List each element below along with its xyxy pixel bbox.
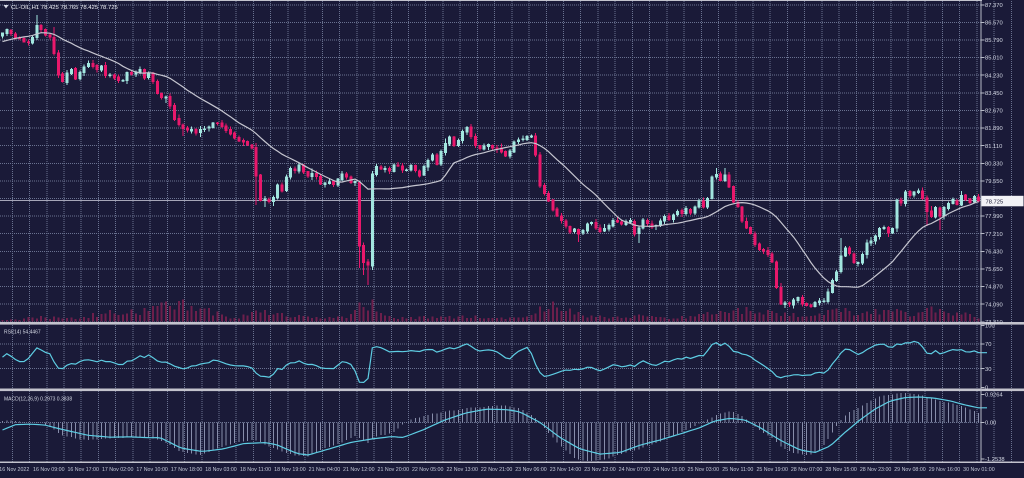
svg-text:80.330: 80.330 xyxy=(985,161,1003,167)
svg-text:23 Nov 22:00: 23 Nov 22:00 xyxy=(584,467,616,473)
svg-text:83.450: 83.450 xyxy=(985,91,1003,97)
svg-text:17 Nov 10:00: 17 Nov 10:00 xyxy=(136,467,168,473)
svg-text:18 Nov 19:00: 18 Nov 19:00 xyxy=(274,467,306,473)
svg-text:24 Nov 15:00: 24 Nov 15:00 xyxy=(653,467,685,473)
svg-text:21 Nov 04:00: 21 Nov 04:00 xyxy=(309,467,341,473)
svg-text:MACD(12,26,9) 0.2973 0.3838: MACD(12,26,9) 0.2973 0.3838 xyxy=(4,397,72,403)
svg-text:18 Nov 03:00: 18 Nov 03:00 xyxy=(205,467,237,473)
svg-text:17 Nov 02:00: 17 Nov 02:00 xyxy=(102,467,134,473)
svg-text:73.310: 73.310 xyxy=(985,320,1003,326)
svg-text:25 Nov 19:00: 25 Nov 19:00 xyxy=(756,467,788,473)
svg-text:RSI(14) 54.4467: RSI(14) 54.4467 xyxy=(4,330,41,336)
svg-text:0: 0 xyxy=(985,385,988,391)
svg-text:23 Nov 14:00: 23 Nov 14:00 xyxy=(550,467,582,473)
svg-text:22 Nov 13:00: 22 Nov 13:00 xyxy=(446,467,478,473)
svg-text:82.670: 82.670 xyxy=(985,109,1003,115)
svg-text:0.9264: 0.9264 xyxy=(985,393,1004,399)
svg-text:85.790: 85.790 xyxy=(985,38,1003,44)
svg-text:30: 30 xyxy=(985,367,991,373)
svg-text:79.550: 79.550 xyxy=(985,179,1003,185)
svg-text:29 Nov 16:00: 29 Nov 16:00 xyxy=(929,467,961,473)
svg-text:78.725: 78.725 xyxy=(986,200,1004,206)
svg-text:0.00: 0.00 xyxy=(985,421,996,427)
svg-text:70: 70 xyxy=(985,342,991,348)
svg-text:21 Nov 20:00: 21 Nov 20:00 xyxy=(378,467,410,473)
svg-text:25 Nov 11:00: 25 Nov 11:00 xyxy=(722,467,753,473)
svg-text:CL-OIL,H1 78.425 78.765 78.425: CL-OIL,H1 78.425 78.765 78.425 78.725 xyxy=(11,5,118,11)
svg-text:77.990: 77.990 xyxy=(985,214,1003,220)
svg-text:24 Nov 07:00: 24 Nov 07:00 xyxy=(619,467,651,473)
svg-text:87.370: 87.370 xyxy=(985,3,1003,9)
svg-text:28 Nov 07:00: 28 Nov 07:00 xyxy=(791,467,823,473)
svg-text:16 Nov 09:00: 16 Nov 09:00 xyxy=(33,467,65,473)
svg-text:21 Nov 12:00: 21 Nov 12:00 xyxy=(343,467,375,473)
svg-text:22 Nov 21:00: 22 Nov 21:00 xyxy=(481,467,513,473)
svg-text:25 Nov 03:00: 25 Nov 03:00 xyxy=(688,467,720,473)
svg-text:28 Nov 15:00: 28 Nov 15:00 xyxy=(825,467,857,473)
svg-text:76.430: 76.430 xyxy=(985,249,1003,255)
svg-text:77.210: 77.210 xyxy=(985,232,1003,238)
svg-text:74.870: 74.870 xyxy=(985,285,1003,291)
svg-text:17 Nov 18:00: 17 Nov 18:00 xyxy=(171,467,203,473)
svg-text:18 Nov 11:00: 18 Nov 11:00 xyxy=(240,467,271,473)
svg-text:81.110: 81.110 xyxy=(985,144,1002,150)
svg-text:29 Nov 08:00: 29 Nov 08:00 xyxy=(894,467,926,473)
svg-text:86.570: 86.570 xyxy=(985,21,1003,27)
svg-text:100: 100 xyxy=(985,324,995,330)
svg-text:22 Nov 05:00: 22 Nov 05:00 xyxy=(412,467,444,473)
svg-text:23 Nov 06:00: 23 Nov 06:00 xyxy=(515,467,547,473)
svg-text:75.650: 75.650 xyxy=(985,267,1003,273)
svg-text:74.090: 74.090 xyxy=(985,302,1003,308)
svg-text:84.230: 84.230 xyxy=(985,73,1003,79)
svg-text:85.010: 85.010 xyxy=(985,56,1003,62)
svg-text:-1.2538: -1.2538 xyxy=(985,457,1005,463)
svg-text:30 Nov 01:00: 30 Nov 01:00 xyxy=(963,467,995,473)
svg-text:16 Nov 2022: 16 Nov 2022 xyxy=(0,467,29,473)
svg-text:16 Nov 17:00: 16 Nov 17:00 xyxy=(67,467,99,473)
svg-text:28 Nov 23:00: 28 Nov 23:00 xyxy=(860,467,892,473)
svg-text:81.890: 81.890 xyxy=(985,126,1003,132)
